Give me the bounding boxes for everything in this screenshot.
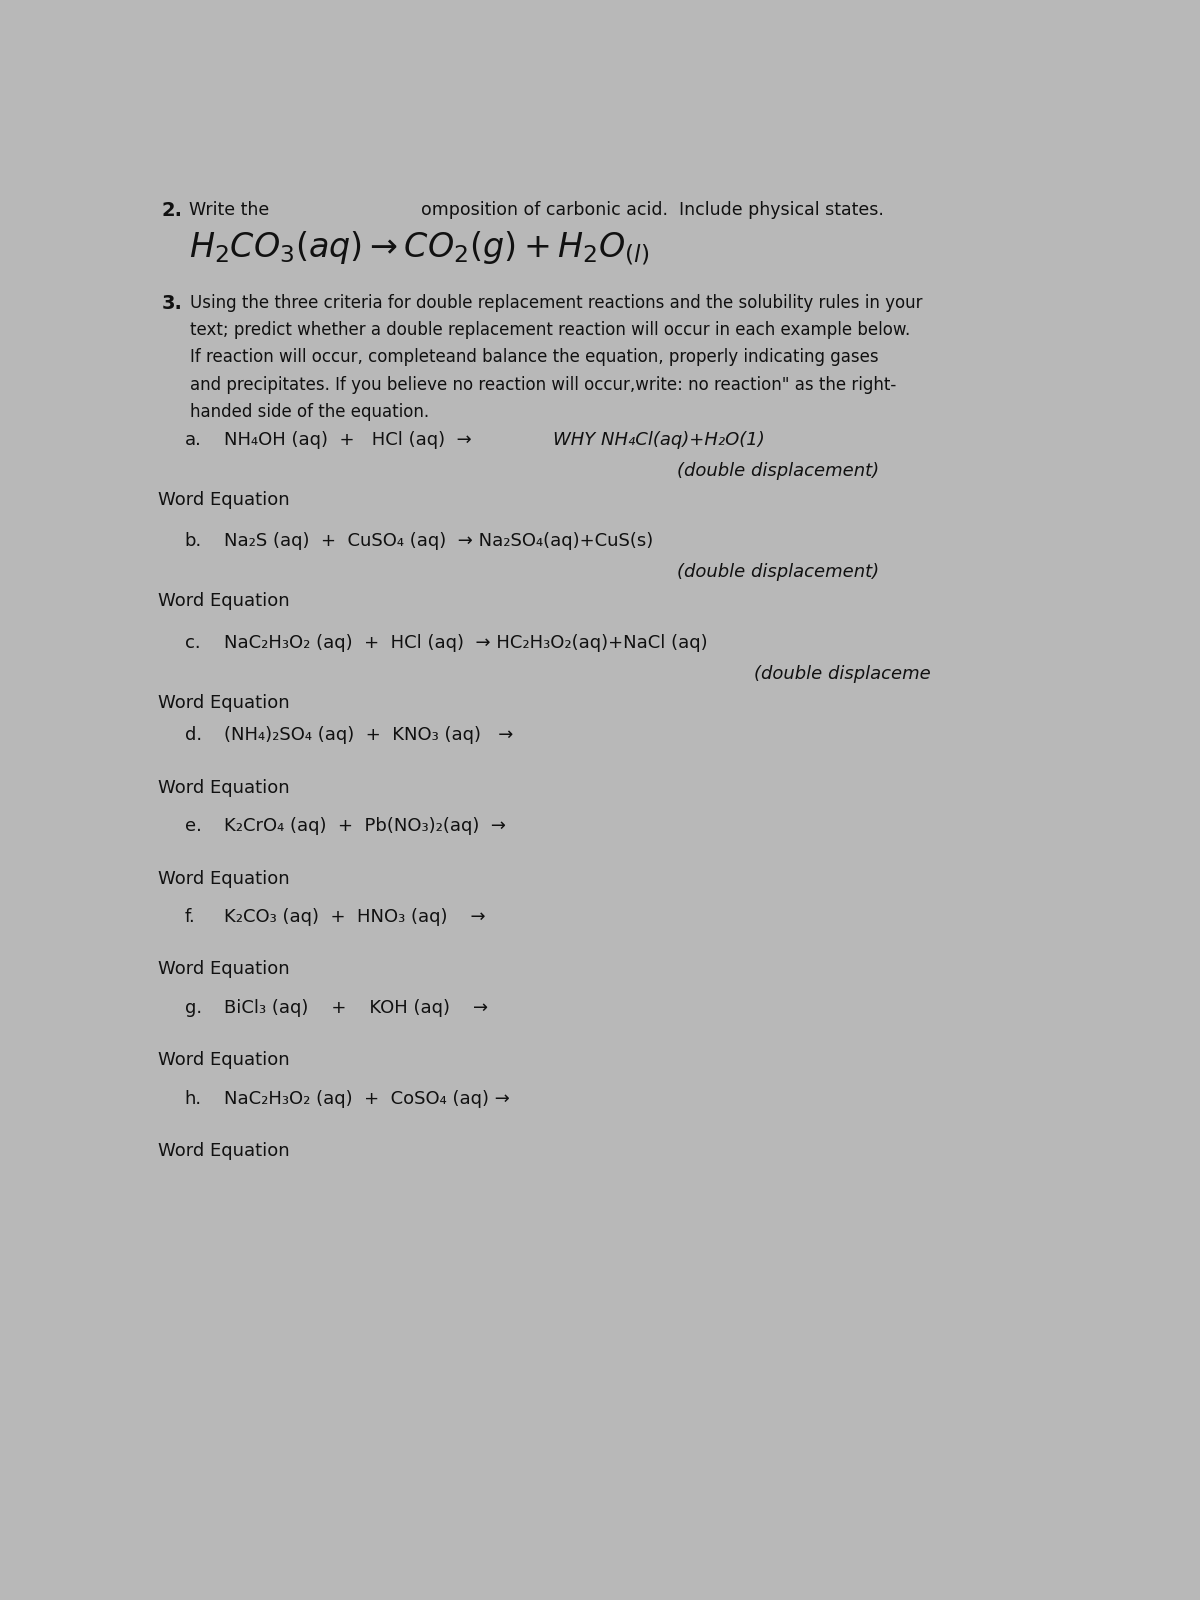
Text: K₂CO₃ (aq)  +  HNO₃ (aq)    →: K₂CO₃ (aq) + HNO₃ (aq) →: [223, 909, 485, 926]
Text: (double displacement): (double displacement): [677, 461, 880, 480]
Text: (NH₄)₂SO₄ (aq)  +  KNO₃ (aq)   →: (NH₄)₂SO₄ (aq) + KNO₃ (aq) →: [223, 726, 514, 744]
Text: a.: a.: [185, 430, 202, 448]
Text: h.: h.: [185, 1090, 202, 1107]
Text: NH₄OH (aq)  +   HCl (aq)  →: NH₄OH (aq) + HCl (aq) →: [223, 430, 472, 448]
Text: NaC₂H₃O₂ (aq)  +  CoSO₄ (aq) →: NaC₂H₃O₂ (aq) + CoSO₄ (aq) →: [223, 1090, 510, 1107]
Text: and precipitates. If you believe no reaction will occur,write: no reaction" as t: and precipitates. If you believe no reac…: [191, 376, 896, 394]
Text: handed side of the equation.: handed side of the equation.: [191, 403, 430, 421]
Text: If reaction will occur, completeand balance the equation, properly indicating ga: If reaction will occur, completeand bala…: [191, 349, 878, 366]
Text: Write the: Write the: [188, 202, 269, 219]
Text: g.: g.: [185, 998, 202, 1018]
Text: 3.: 3.: [162, 294, 182, 312]
Text: K₂CrO₄ (aq)  +  Pb(NO₃)₂(aq)  →: K₂CrO₄ (aq) + Pb(NO₃)₂(aq) →: [223, 818, 505, 835]
Text: (double displacement): (double displacement): [677, 563, 880, 581]
Text: omposition of carbonic acid.  Include physical states.: omposition of carbonic acid. Include phy…: [421, 202, 884, 219]
Text: BiCl₃ (aq)    +    KOH (aq)    →: BiCl₃ (aq) + KOH (aq) →: [223, 998, 487, 1018]
Text: Word Equation: Word Equation: [157, 869, 289, 888]
Text: NaC₂H₃O₂ (aq)  +  HCl (aq)  → HC₂H₃O₂(aq)+NaCl (aq): NaC₂H₃O₂ (aq) + HCl (aq) → HC₂H₃O₂(aq)+N…: [223, 634, 707, 651]
Text: $H_2CO_3(aq) \rightarrow CO_2(g)+H_2O_{(l)}$: $H_2CO_3(aq) \rightarrow CO_2(g)+H_2O_{(…: [188, 229, 649, 267]
Text: b.: b.: [185, 533, 202, 550]
Text: d.: d.: [185, 726, 202, 744]
Text: text; predict whether a double replacement reaction will occur in each example b: text; predict whether a double replaceme…: [191, 322, 911, 339]
Text: Na₂S (aq)  +  CuSO₄ (aq)  → Na₂SO₄(aq)+CuS(s): Na₂S (aq) + CuSO₄ (aq) → Na₂SO₄(aq)+CuS(…: [223, 533, 653, 550]
Text: Word Equation: Word Equation: [157, 779, 289, 797]
Text: Word Equation: Word Equation: [157, 960, 289, 979]
Text: Using the three criteria for double replacement reactions and the solubility rul: Using the three criteria for double repl…: [191, 294, 923, 312]
Text: 2.: 2.: [162, 202, 182, 221]
Text: WHY NH₄Cl(aq)+H₂O(1): WHY NH₄Cl(aq)+H₂O(1): [553, 430, 764, 448]
Text: Word Equation: Word Equation: [157, 1142, 289, 1160]
Text: Word Equation: Word Equation: [157, 592, 289, 610]
Text: e.: e.: [185, 818, 202, 835]
Text: Word Equation: Word Equation: [157, 694, 289, 712]
Text: Word Equation: Word Equation: [157, 1051, 289, 1069]
Text: f.: f.: [185, 909, 196, 926]
Text: Word Equation: Word Equation: [157, 491, 289, 509]
Text: (double displaceme: (double displaceme: [755, 664, 931, 683]
Text: c.: c.: [185, 634, 200, 651]
